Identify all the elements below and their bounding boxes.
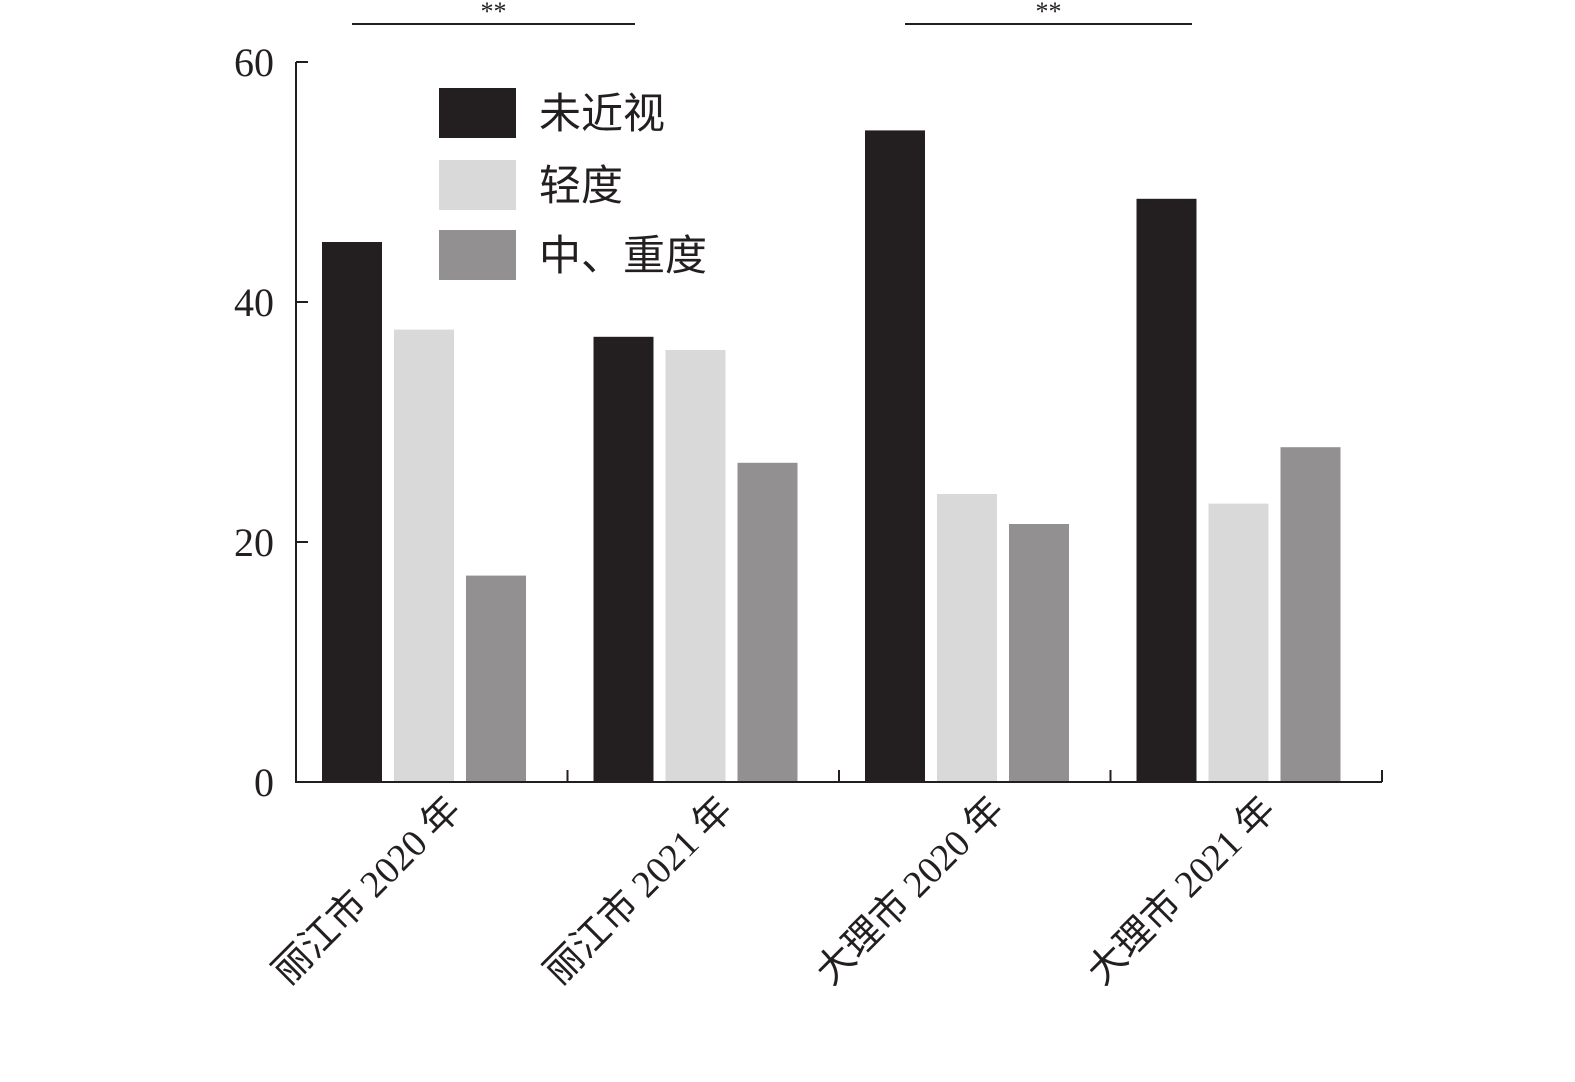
bar-3-1 [466, 575, 526, 782]
legend-label-2: 轻度 [539, 164, 623, 210]
legend-swatch-1 [439, 88, 516, 138]
bar-2-1 [394, 329, 454, 782]
x-category-label: 大理市 2020 年 [808, 789, 1012, 993]
bar-3-3 [1009, 524, 1069, 782]
significance-label: ** [1036, 0, 1062, 26]
significance-label: ** [481, 0, 507, 26]
bar-1-2 [593, 336, 654, 782]
y-tick-label: 0 [254, 760, 274, 805]
x-category-label: 丽江市 2020 年 [265, 789, 469, 993]
y-tick-label: 40 [234, 280, 274, 325]
bar-3-4 [1280, 447, 1341, 782]
bar-2-4 [1208, 503, 1269, 782]
bar-2-2 [665, 350, 726, 782]
legend-swatch-3 [439, 230, 516, 280]
legend-label-3: 中、重度 [539, 234, 707, 280]
bar-3-2 [737, 462, 798, 782]
bar-2-3 [937, 494, 997, 782]
x-category-label: 大理市 2021 年 [1079, 789, 1283, 993]
significance-brackets: ** ** [352, 0, 1192, 26]
legend-swatch-2 [439, 160, 516, 210]
y-tick-label: 20 [234, 520, 274, 565]
y-tick-label: 60 [234, 40, 274, 85]
bars [322, 130, 1341, 783]
bar-1-3 [865, 130, 925, 782]
bar-1-4 [1136, 198, 1197, 783]
bar-1-1 [322, 242, 382, 782]
legend-label-1: 未近视 [539, 92, 665, 138]
x-category-label: 丽江市 2021 年 [536, 789, 740, 993]
